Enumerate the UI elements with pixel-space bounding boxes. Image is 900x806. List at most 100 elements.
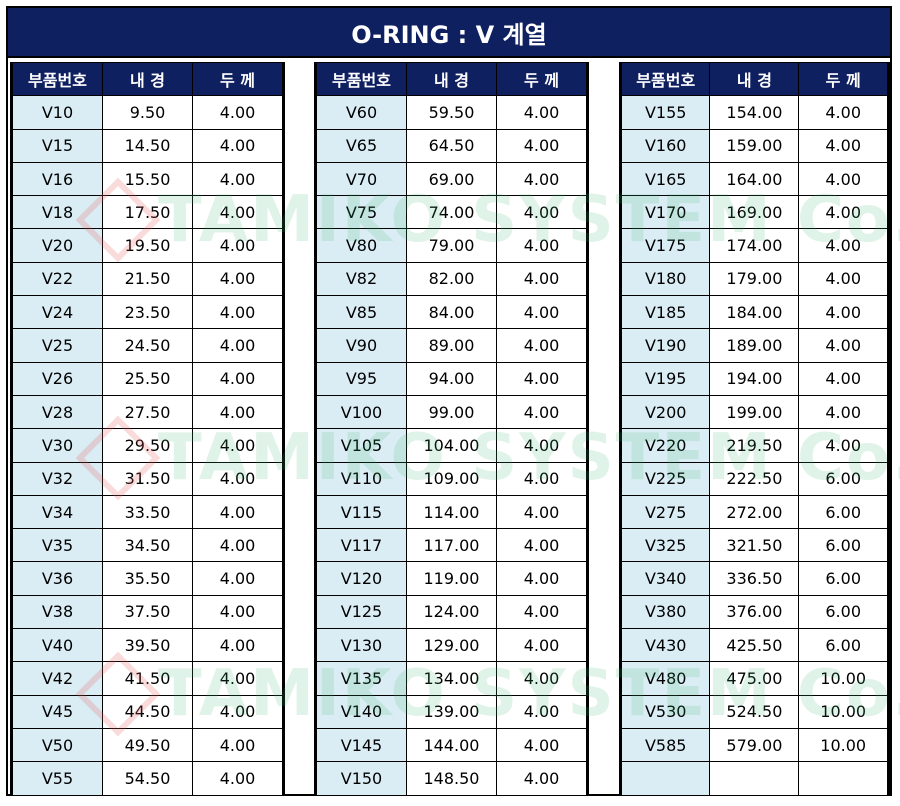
part-number-cell: V275: [620, 494, 711, 530]
part-number-cell: V30: [12, 428, 103, 463]
inner-diameter-cell: 54.50: [102, 761, 193, 796]
page-title: O-RING : V 계열: [8, 8, 890, 58]
inner-diameter-cell: 21.50: [102, 261, 193, 297]
inner-diameter-cell: 117.00: [406, 528, 497, 563]
part-number-cell: V36: [12, 561, 103, 596]
table-row: V180 179.00 4.00: [620, 261, 888, 297]
table-row: V115 114.00 4.00: [316, 494, 587, 530]
table-row: V65 64.50 4.00: [316, 128, 587, 163]
header-part-number: 부품번호: [620, 61, 711, 97]
thickness-cell: 4.00: [192, 295, 283, 330]
thickness-cell: 4.00: [496, 461, 587, 496]
table-row: V22 21.50 4.00: [12, 261, 283, 297]
thickness-cell: 4.00: [192, 95, 283, 130]
table-row: V36 35.50 4.00: [12, 561, 283, 596]
part-number-cell: V32: [12, 461, 103, 496]
table-row: V190 189.00 4.00: [620, 328, 888, 363]
table-row: V160 159.00 4.00: [620, 128, 888, 163]
inner-diameter-cell: 475.00: [709, 661, 800, 696]
inner-diameter-cell: 376.00: [709, 594, 800, 630]
table-row: V32 31.50 4.00: [12, 461, 283, 496]
table-row: V140 139.00 4.00: [316, 694, 587, 729]
table-row: V95 94.00 4.00: [316, 361, 587, 396]
part-number-cell: V340: [620, 561, 711, 596]
table-row: V25 24.50 4.00: [12, 328, 283, 363]
table-row: V340 336.50 6.00: [620, 561, 888, 596]
thickness-cell: 4.00: [496, 661, 587, 696]
table-row: V34 33.50 4.00: [12, 494, 283, 530]
thickness-cell: 4.00: [192, 561, 283, 596]
inner-diameter-cell: 272.00: [709, 494, 800, 530]
inner-diameter-cell: 425.50: [709, 628, 800, 663]
inner-diameter-cell: 24.50: [102, 328, 193, 363]
part-number-cell: V34: [12, 494, 103, 530]
inner-diameter-cell: 148.50: [406, 761, 497, 796]
thickness-cell: 4.00: [798, 95, 888, 130]
table-row: V30 29.50 4.00: [12, 428, 283, 463]
part-number-cell: V20: [12, 228, 103, 263]
table-row: V60 59.50 4.00: [316, 95, 587, 130]
thickness-cell: 4.00: [798, 394, 888, 430]
thickness-cell: 4.00: [496, 328, 587, 363]
part-number-cell: V120: [316, 561, 407, 596]
inner-diameter-cell: 219.50: [709, 428, 800, 463]
thickness-cell: 6.00: [798, 561, 888, 596]
part-number-cell: V105: [316, 428, 407, 463]
part-number-cell: V175: [620, 228, 711, 263]
thickness-cell: 4.00: [192, 461, 283, 496]
thickness-cell: 4.00: [496, 561, 587, 596]
header-inner-diameter: 내 경: [406, 61, 497, 97]
table-row: V430 425.50 6.00: [620, 628, 888, 663]
part-number-cell: V26: [12, 361, 103, 396]
part-number-cell: V82: [316, 261, 407, 297]
table-row: V28 27.50 4.00: [12, 394, 283, 430]
part-number-cell: V28: [12, 394, 103, 430]
inner-diameter-cell: 15.50: [102, 161, 193, 197]
thickness-cell: 4.00: [496, 594, 587, 630]
part-number-cell: V430: [620, 628, 711, 663]
thickness-cell: 4.00: [496, 295, 587, 330]
part-number-cell: V42: [12, 661, 103, 696]
table-row: V155 154.00 4.00: [620, 95, 888, 130]
inner-diameter-cell: 82.00: [406, 261, 497, 297]
part-number-cell: V100: [316, 394, 407, 430]
table-row: V90 89.00 4.00: [316, 328, 587, 363]
part-number-cell: V16: [12, 161, 103, 197]
part-number-cell: V145: [316, 727, 407, 763]
inner-diameter-cell: 144.00: [406, 727, 497, 763]
inner-diameter-cell: 179.00: [709, 261, 800, 297]
inner-diameter-cell: 174.00: [709, 228, 800, 263]
thickness-cell: 4.00: [798, 161, 888, 197]
thickness-cell: 4.00: [192, 628, 283, 663]
inner-diameter-cell: 94.00: [406, 361, 497, 396]
thickness-cell: 4.00: [192, 727, 283, 763]
part-number-cell: V220: [620, 428, 711, 463]
thickness-cell: 4.00: [798, 361, 888, 396]
table-row: V135 134.00 4.00: [316, 661, 587, 696]
thickness-cell: 4.00: [798, 128, 888, 163]
thickness-cell: 4.00: [192, 361, 283, 396]
thickness-cell: 6.00: [798, 528, 888, 563]
inner-diameter-cell: 41.50: [102, 661, 193, 696]
part-number-cell: V85: [316, 295, 407, 330]
part-number-cell: V190: [620, 328, 711, 363]
thickness-cell: 10.00: [798, 694, 888, 729]
thickness-cell: 4.00: [496, 195, 587, 230]
table-row: V38 37.50 4.00: [12, 594, 283, 630]
inner-diameter-cell: 27.50: [102, 394, 193, 430]
thickness-cell: 4.00: [192, 528, 283, 563]
part-number-cell: V90: [316, 328, 407, 363]
part-number-cell: V200: [620, 394, 711, 430]
table-row: V35 34.50 4.00: [12, 528, 283, 563]
header-inner-diameter: 내 경: [102, 61, 193, 97]
thickness-cell: 4.00: [496, 628, 587, 663]
table-row: V85 84.00 4.00: [316, 295, 587, 330]
inner-diameter-cell: 25.50: [102, 361, 193, 396]
inner-diameter-cell: 99.00: [406, 394, 497, 430]
thickness-cell: 4.00: [496, 161, 587, 197]
inner-diameter-cell: 59.50: [406, 95, 497, 130]
